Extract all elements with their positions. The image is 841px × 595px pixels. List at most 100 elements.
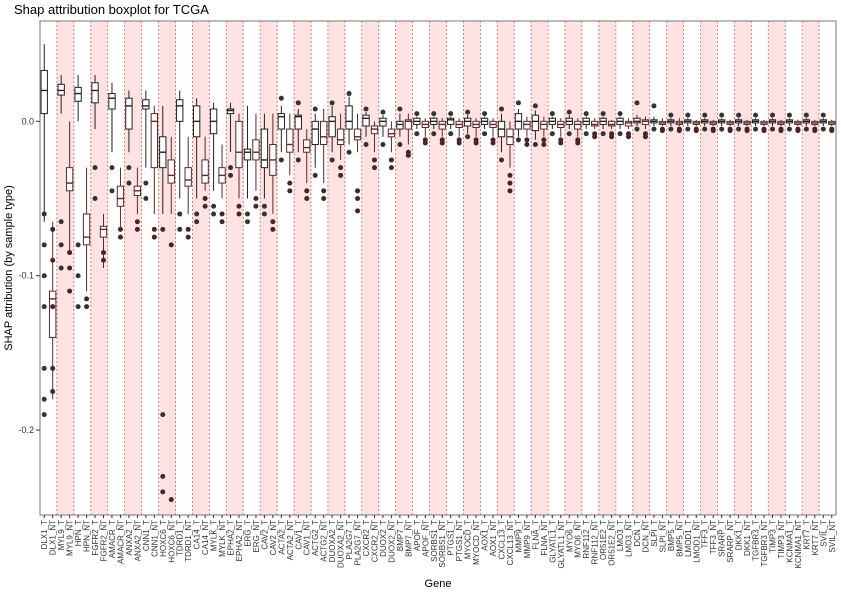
outlier-point: [659, 128, 665, 134]
box-body: [235, 120, 243, 169]
box-KRT7_NT: [811, 119, 819, 126]
outlier-point: [803, 112, 809, 118]
outlier-point: [380, 142, 386, 147]
x-tick-label: TDRD1_NT: [184, 520, 193, 562]
x-tick-label: PLA2G7_NT: [354, 520, 363, 565]
outlier-point: [507, 188, 513, 194]
box-TIMP3_T: [768, 118, 777, 126]
box-DUOX2_NT: [387, 121, 396, 153]
outlier-point: [117, 234, 123, 240]
x-tick-label: SRARP_NT: [726, 520, 735, 563]
shade-band: [802, 21, 820, 515]
box-MYO6_NT: [574, 118, 582, 137]
box-LMOD1_NT: [692, 119, 700, 126]
box-body: [40, 69, 48, 115]
x-tick-label: OR51E2_T: [599, 520, 608, 560]
box-body: [447, 117, 455, 125]
x-tick-label: MYO6_NT: [574, 520, 583, 558]
box-body: [243, 148, 252, 161]
x-tick-label: EPHA2_NT: [235, 520, 244, 561]
outlier-point: [795, 128, 801, 134]
x-tick-label: FLNA_T: [531, 520, 540, 550]
outlier-point: [329, 100, 335, 106]
outlier-point: [304, 196, 310, 202]
outlier-point: [439, 140, 445, 146]
box-body: [328, 116, 336, 138]
box-MYLK_NT: [218, 144, 226, 199]
x-axis-label: Gene: [425, 578, 452, 590]
outlier-point: [67, 265, 73, 271]
x-tick-label: BMP5_T: [667, 520, 676, 551]
outlier-point: [312, 172, 318, 178]
x-tick-label: BMP5_NT: [675, 520, 684, 557]
outlier-point: [651, 126, 657, 132]
box-body: [438, 120, 446, 130]
x-tick-label: SVIL_NT: [828, 520, 837, 553]
x-tick-label: ANXA2_NT: [133, 520, 142, 561]
outlier-point: [414, 131, 420, 137]
outlier-point: [50, 226, 56, 232]
outlier-point: [371, 165, 377, 171]
shade-band: [395, 21, 413, 515]
outlier-point: [194, 211, 200, 217]
x-tick-label: DUOX2_T: [379, 520, 388, 557]
box-SVIL_NT: [828, 119, 836, 126]
x-tick-label: CAV1_T: [294, 520, 303, 550]
outlier-point: [143, 180, 149, 186]
x-tick-label: SRARP_T: [718, 520, 727, 557]
box-body: [607, 120, 616, 127]
outlier-point: [600, 111, 606, 117]
outlier-point: [177, 226, 183, 232]
x-tick-label: ERG_T: [243, 520, 252, 547]
shade-band: [497, 21, 515, 515]
outlier-point: [532, 103, 538, 109]
outlier-point: [355, 208, 361, 214]
box-body: [226, 108, 235, 115]
outlier-point: [499, 157, 505, 163]
outlier-point: [820, 126, 826, 132]
shade-band: [327, 21, 345, 515]
outlier-point: [261, 203, 267, 209]
x-tick-label: DUOX2_NT: [387, 520, 396, 563]
y-tick-label: -0.1: [18, 271, 34, 281]
x-tick-label: CXCL13_T: [498, 520, 507, 560]
box-AOX1_NT: [489, 118, 497, 137]
outlier-point: [575, 140, 581, 146]
box-body: [91, 82, 99, 104]
x-tick-label: FLNA_NT: [540, 520, 549, 556]
outlier-point: [651, 103, 657, 109]
outlier-point: [92, 165, 98, 171]
outlier-point: [126, 165, 132, 171]
box-AMACR_T: [108, 82, 116, 153]
outlier-point: [558, 140, 564, 146]
x-tick-label: KCNMA1_NT: [794, 520, 803, 569]
x-tick-label: OR51E2_NT: [608, 520, 617, 566]
box-body: [286, 128, 294, 153]
box-CNN1_T: [142, 90, 150, 168]
box-body: [387, 128, 396, 138]
box-DLX1_T: [40, 44, 48, 222]
x-tick-label: RNF112_T: [582, 520, 591, 559]
outlier-point: [769, 112, 775, 118]
box-RNF112_T: [582, 116, 590, 130]
box-body: [74, 86, 82, 102]
x-tick-label: HPN_T: [74, 520, 83, 546]
outlier-point: [134, 219, 140, 225]
box-BMP5_NT: [675, 118, 684, 126]
outlier-point: [397, 142, 403, 147]
outlier-point: [270, 226, 276, 232]
outlier-point: [456, 140, 462, 146]
shade-band: [598, 21, 616, 515]
x-tick-label: APOF_NT: [421, 520, 430, 557]
x-tick-label: TGFBR3_NT: [760, 520, 769, 567]
box-MMP9_NT: [523, 116, 531, 137]
outlier-point: [58, 265, 64, 271]
outlier-point: [151, 226, 157, 232]
x-tick-label: MYL9_T: [57, 520, 66, 550]
x-tick-label: CAV2_T: [260, 520, 269, 550]
x-tick-label: FGFR2_NT: [100, 520, 109, 561]
x-tick-label: CXCR2_NT: [370, 520, 379, 562]
box-body: [116, 185, 125, 207]
x-tick-label: DKK1_NT: [743, 520, 752, 556]
x-tick-label: SORBS1_NT: [438, 520, 447, 568]
